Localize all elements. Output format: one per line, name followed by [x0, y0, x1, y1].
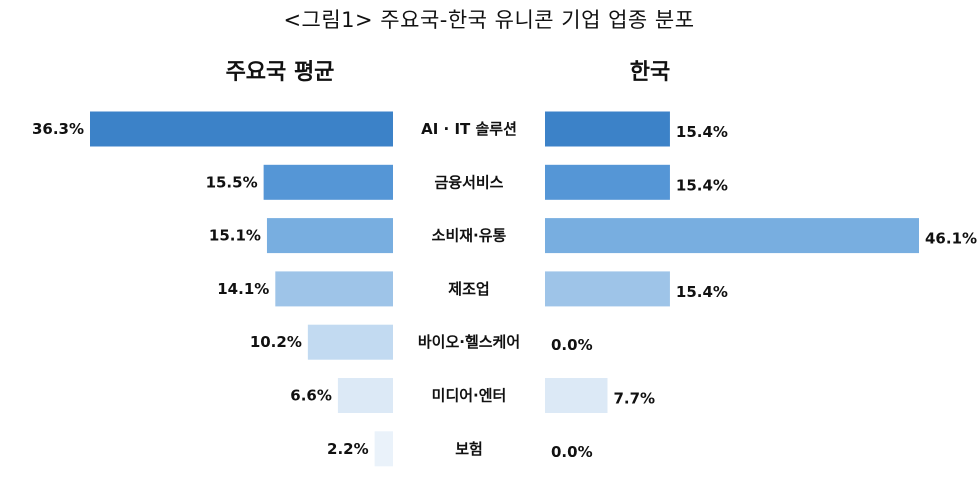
left-bar: [263, 164, 393, 200]
left-bar: [275, 271, 393, 307]
right-data-label: 7.7%: [613, 390, 655, 408]
right-data-label: 15.4%: [676, 123, 728, 141]
category-label: AI · IT 솔루션: [421, 120, 517, 138]
category-label: 제조업: [448, 280, 489, 298]
category-label: 금융서비스: [434, 173, 503, 191]
category-label: 소비재·유통: [432, 227, 507, 245]
left-data-label: 2.2%: [327, 440, 369, 458]
left-data-label: 15.5%: [206, 173, 258, 191]
right-bar: [545, 271, 670, 307]
right-data-label: 0.0%: [551, 336, 593, 354]
left-data-label: 15.1%: [209, 227, 261, 245]
left-bar: [374, 431, 393, 467]
right-bar: [545, 218, 919, 254]
left-panel-title: 주요국 평균: [225, 60, 335, 85]
right-data-label: 15.4%: [676, 283, 728, 301]
right-data-label: 46.1%: [925, 230, 977, 248]
right-bar: [545, 164, 670, 200]
right-bar: [545, 111, 670, 147]
category-label: 바이오·헬스케어: [418, 333, 520, 351]
category-label: 보험: [455, 440, 483, 458]
right-data-label: 15.4%: [676, 176, 728, 194]
right-data-label: 0.0%: [551, 443, 593, 461]
left-data-label: 6.6%: [290, 387, 332, 405]
left-bar: [266, 218, 393, 254]
left-data-label: 14.1%: [217, 280, 269, 298]
category-label: 미디어·엔터: [432, 387, 507, 405]
left-bar: [307, 324, 393, 360]
right-bar: [545, 378, 608, 413]
left-bar: [337, 378, 393, 413]
left-bar: [90, 111, 393, 147]
right-panel-title: 한국: [629, 60, 671, 85]
left-data-label: 36.3%: [32, 120, 84, 138]
left-data-label: 10.2%: [250, 333, 302, 351]
chart-title: <그림1> 주요국-한국 유니콘 기업 업종 분포: [283, 8, 695, 32]
